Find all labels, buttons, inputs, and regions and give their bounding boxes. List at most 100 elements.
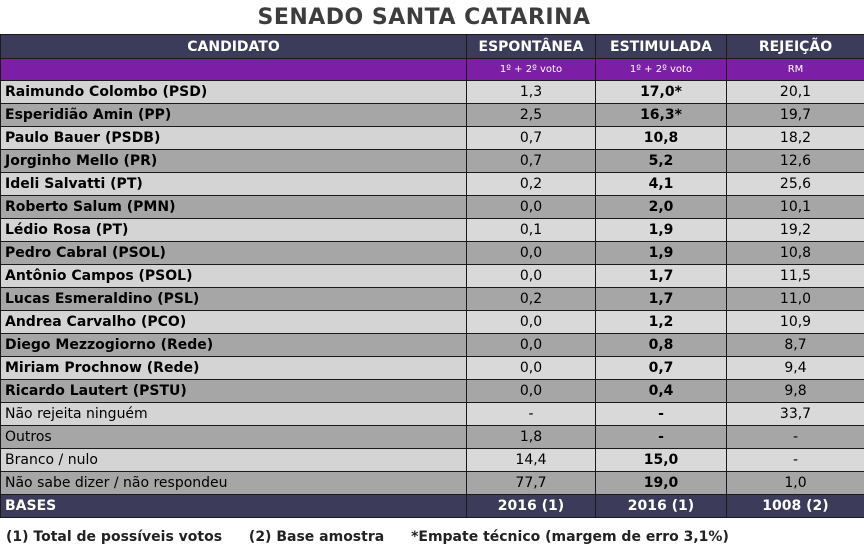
row-espontanea: 0,2 [466,172,596,196]
row-rejeicao: 10,9 [726,310,864,334]
row-espontanea: 1,8 [466,425,596,449]
row-espontanea: 1,3 [466,80,596,104]
row-name: Miriam Prochnow (Rede) [0,356,467,380]
row-rejeicao: 20,1 [726,80,864,104]
bases-estimulada: 2016 (1) [595,494,727,518]
table-row: Lédio Rosa (PT) 0,1 1,9 19,2 [0,218,864,242]
subheader-row: 1º + 2º voto 1º + 2º voto RM [0,58,864,81]
row-estimulada: 2,0 [595,195,727,219]
row-name: Ideli Salvatti (PT) [0,172,467,196]
table-row: Diego Mezzogiorno (Rede) 0,0 0,8 8,7 [0,333,864,357]
row-espontanea: 2,5 [466,103,596,127]
row-name: Não sabe dizer / não respondeu [0,471,467,495]
row-name: Branco / nulo [0,448,467,472]
footnote-2: (2) Base amostra [248,529,385,545]
table-row: Jorginho Mello (PR) 0,7 5,2 12,6 [0,149,864,173]
poll-table: CANDIDATO ESPONTÂNEA ESTIMULADA REJEIÇÃO… [0,34,864,518]
subheader-empty [0,58,467,81]
row-estimulada: 4,1 [595,172,727,196]
row-name: Não rejeita ninguém [0,402,467,426]
bases-row: BASES 2016 (1) 2016 (1) 1008 (2) [0,494,864,518]
row-name: Jorginho Mello (PR) [0,149,467,173]
row-estimulada: 15,0 [595,448,727,472]
row-espontanea: 0,7 [466,126,596,150]
table-row: Paulo Bauer (PSDB) 0,7 10,8 18,2 [0,126,864,150]
row-estimulada: 10,8 [595,126,727,150]
table-row: Roberto Salum (PMN) 0,0 2,0 10,1 [0,195,864,219]
row-estimulada: - [595,425,727,449]
row-rejeicao: 11,0 [726,287,864,311]
row-name: Outros [0,425,467,449]
row-rejeicao: 9,4 [726,356,864,380]
row-name: Ricardo Lautert (PSTU) [0,379,467,403]
table-row: Esperidião Amin (PP) 2,5 16,3* 19,7 [0,103,864,127]
row-rejeicao: 10,8 [726,241,864,265]
table-row: Outros 1,8 - - [0,425,864,449]
row-rejeicao: 9,8 [726,379,864,403]
header-row: CANDIDATO ESPONTÂNEA ESTIMULADA REJEIÇÃO [0,34,864,59]
footnotes: (1) Total de possíveis votos (2) Base am… [6,529,751,545]
row-espontanea: 0,7 [466,149,596,173]
row-espontanea: 0,0 [466,379,596,403]
row-estimulada: 0,7 [595,356,727,380]
table-row: Miriam Prochnow (Rede) 0,0 0,7 9,4 [0,356,864,380]
table-row: Ricardo Lautert (PSTU) 0,0 0,4 9,8 [0,379,864,403]
row-espontanea: 77,7 [466,471,596,495]
header-espontanea: ESPONTÂNEA [466,34,596,59]
table-row: Pedro Cabral (PSOL) 0,0 1,9 10,8 [0,241,864,265]
footnote-3: *Empate técnico (margem de erro 3,1%) [411,529,729,545]
row-rejeicao: 12,6 [726,149,864,173]
row-name: Esperidião Amin (PP) [0,103,467,127]
page-title: SENADO SANTA CATARINA [257,5,591,30]
header-rejeicao: REJEIÇÃO [726,34,864,59]
table-row: Lucas Esmeraldino (PSL) 0,2 1,7 11,0 [0,287,864,311]
row-name: Raimundo Colombo (PSD) [0,80,467,104]
subheader-estimulada: 1º + 2º voto [595,58,727,81]
row-name: Paulo Bauer (PSDB) [0,126,467,150]
row-rejeicao: 11,5 [726,264,864,288]
row-rejeicao: 1,0 [726,471,864,495]
row-rejeicao: 18,2 [726,126,864,150]
bases-rejeicao: 1008 (2) [726,494,864,518]
header-candidato: CANDIDATO [0,34,467,59]
row-rejeicao: 10,1 [726,195,864,219]
row-estimulada: 1,9 [595,241,727,265]
row-rejeicao: 19,2 [726,218,864,242]
row-estimulada: 1,2 [595,310,727,334]
header-estimulada: ESTIMULADA [595,34,727,59]
row-espontanea: 0,0 [466,264,596,288]
row-espontanea: 0,0 [466,333,596,357]
table-row: Não sabe dizer / não respondeu 77,7 19,0… [0,471,864,495]
row-rejeicao: - [726,448,864,472]
footnote-1: (1) Total de possíveis votos [6,529,223,545]
bases-label: BASES [0,494,467,518]
table-row: Andrea Carvalho (PCO) 0,0 1,2 10,9 [0,310,864,334]
row-estimulada: 0,4 [595,379,727,403]
row-espontanea: 0,0 [466,310,596,334]
row-estimulada: 0,8 [595,333,727,357]
bases-espontanea: 2016 (1) [466,494,596,518]
row-estimulada: 17,0* [595,80,727,104]
row-espontanea: 0,1 [466,218,596,242]
table-row: Não rejeita ninguém - - 33,7 [0,402,864,426]
row-rejeicao: 33,7 [726,402,864,426]
row-espontanea: - [466,402,596,426]
row-estimulada: 19,0 [595,471,727,495]
row-estimulada: 16,3* [595,103,727,127]
table-row: Raimundo Colombo (PSD) 1,3 17,0* 20,1 [0,80,864,104]
row-estimulada: 1,9 [595,218,727,242]
row-name: Lucas Esmeraldino (PSL) [0,287,467,311]
row-espontanea: 0,0 [466,195,596,219]
row-name: Diego Mezzogiorno (Rede) [0,333,467,357]
row-estimulada: 1,7 [595,287,727,311]
row-name: Andrea Carvalho (PCO) [0,310,467,334]
row-espontanea: 14,4 [466,448,596,472]
row-estimulada: 1,7 [595,264,727,288]
row-espontanea: 0,0 [466,356,596,380]
row-espontanea: 0,0 [466,241,596,265]
row-name: Lédio Rosa (PT) [0,218,467,242]
row-rejeicao: 25,6 [726,172,864,196]
row-estimulada: - [595,402,727,426]
table-row: Ideli Salvatti (PT) 0,2 4,1 25,6 [0,172,864,196]
row-rejeicao: 8,7 [726,333,864,357]
